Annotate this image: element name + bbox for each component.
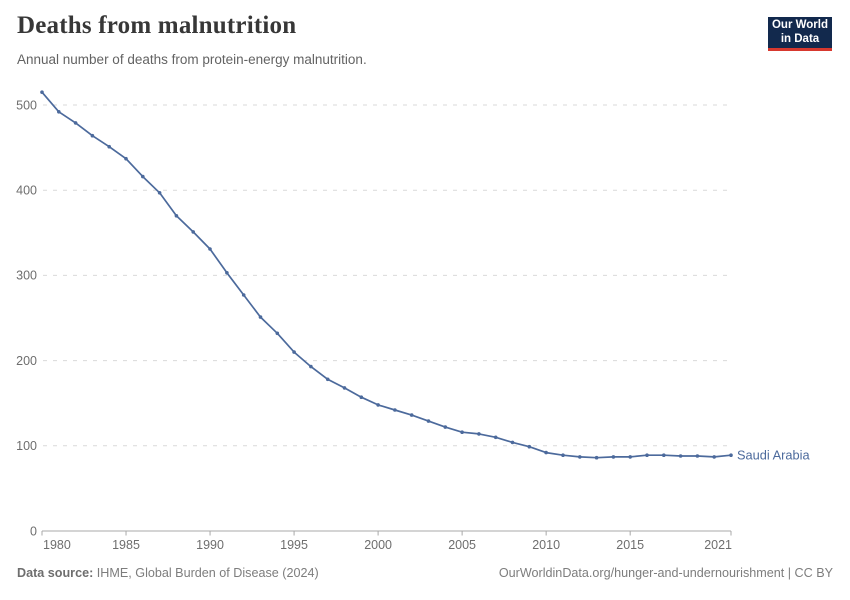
entity-label[interactable]: Saudi Arabia	[737, 447, 810, 462]
data-point[interactable]	[124, 156, 128, 161]
owid-logo-line2: in Data	[780, 32, 820, 45]
data-point[interactable]	[460, 430, 464, 435]
data-point[interactable]	[57, 110, 61, 114]
owid-logo-line1: Our World	[771, 19, 828, 31]
x-axis-tick-label: 1980	[43, 538, 71, 552]
data-point[interactable]	[594, 455, 599, 460]
x-axis-tick-label: 2010	[532, 538, 560, 552]
data-point[interactable]	[628, 455, 632, 459]
data-point[interactable]	[73, 121, 78, 125]
y-axis-tick-label: 200	[16, 354, 37, 368]
data-point[interactable]	[493, 435, 498, 440]
data-point[interactable]	[359, 395, 364, 400]
line-chart[interactable]: 0 100 200 300 400 500 1980 1985 1990 1995 2000 2005…	[0, 0, 850, 560]
data-point[interactable]	[157, 191, 162, 195]
x-axis-tick-label: 2000	[364, 538, 392, 552]
data-source-value: IHME, Global Burden of Disease (2024)	[93, 566, 319, 580]
footer-link[interactable]: OurWorldinData.org/hunger-and-undernouri…	[498, 566, 833, 580]
y-axis-tick-label: 300	[16, 269, 37, 283]
data-point[interactable]	[376, 403, 380, 407]
page-title: Deaths from malnutrition	[17, 12, 297, 39]
data-point[interactable]	[510, 440, 515, 445]
x-axis-tick-label: 2021	[704, 538, 732, 552]
data-point[interactable]	[174, 214, 179, 218]
data-point[interactable]	[208, 247, 212, 251]
data-point[interactable]	[141, 174, 145, 179]
chart-footer: Data source: IHME, Global Burden of Dise…	[17, 566, 833, 580]
data-line[interactable]	[41, 91, 732, 459]
data-point[interactable]	[258, 315, 263, 319]
data-point[interactable]	[527, 444, 532, 449]
data-point[interactable]	[393, 408, 397, 412]
data-point[interactable]	[325, 377, 330, 382]
page-subtitle: Annual number of deaths from protein-ene…	[17, 52, 367, 67]
data-source-label: Data source:	[17, 566, 94, 580]
data-point[interactable]	[241, 293, 246, 297]
x-axis-tick-label: 2015	[616, 538, 644, 552]
data-point[interactable]	[578, 455, 582, 459]
data-point[interactable]	[107, 144, 111, 149]
x-axis-tick-label: 1995	[280, 538, 308, 552]
data-point[interactable]	[275, 331, 280, 336]
x-axis-tick-label: 1985	[112, 538, 140, 552]
data-point[interactable]	[645, 453, 649, 458]
data-point[interactable]	[611, 455, 616, 459]
data-point[interactable]	[426, 419, 431, 423]
x-axis-tick-label: 2005	[448, 538, 476, 552]
data-source: Data source: IHME, Global Burden of Dise…	[17, 566, 319, 580]
data-point[interactable]	[309, 364, 313, 369]
data-point[interactable]	[729, 453, 733, 458]
data-point[interactable]	[225, 271, 229, 275]
data-point[interactable]	[477, 432, 481, 436]
data-point[interactable]	[712, 455, 716, 459]
y-axis-tick-label: 400	[16, 184, 37, 198]
data-point[interactable]	[191, 230, 195, 234]
data-point[interactable]	[544, 450, 548, 455]
y-axis-tick-label: 500	[16, 98, 37, 112]
y-axis-tick-label: 0	[30, 524, 37, 538]
data-point[interactable]	[409, 413, 414, 417]
y-axis-tick-label: 100	[16, 439, 37, 453]
data-point[interactable]	[662, 453, 666, 458]
data-point[interactable]	[443, 425, 448, 429]
data-point[interactable]	[292, 350, 296, 354]
x-axis-tick-label: 1990	[196, 538, 224, 552]
data-point[interactable]	[678, 454, 683, 458]
data-point[interactable]	[561, 453, 565, 458]
data-point[interactable]	[90, 133, 95, 138]
data-point[interactable]	[695, 454, 700, 458]
data-point[interactable]	[40, 90, 44, 94]
data-point[interactable]	[342, 386, 347, 390]
owid-logo[interactable]: Our World in Data	[768, 17, 832, 51]
